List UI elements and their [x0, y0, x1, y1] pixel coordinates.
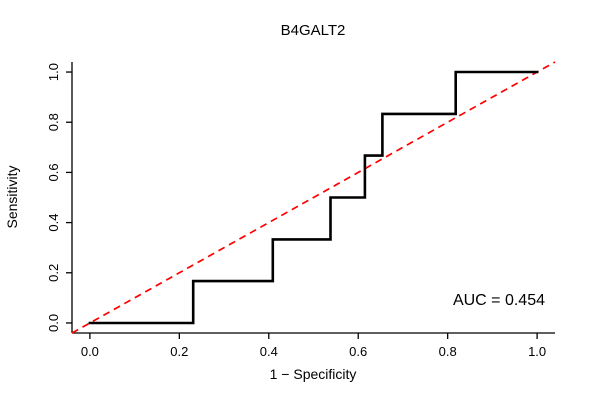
roc-curve-line [88, 70, 539, 325]
x-tick-label: 0.0 [81, 344, 99, 359]
y-tick-label: 0.8 [46, 113, 61, 131]
auc-annotation: AUC = 0.454 [453, 292, 545, 309]
y-tick-label: 0.6 [46, 163, 61, 181]
x-tick-label: 0.8 [439, 344, 457, 359]
x-tick-label: 1.0 [528, 344, 546, 359]
y-tick-label: 0.4 [46, 214, 61, 232]
chance-diagonal-line [71, 61, 556, 334]
y-tick-label: 1.0 [46, 63, 61, 81]
y-tick-label: 0.2 [46, 264, 61, 282]
x-tick-label: 0.4 [260, 344, 278, 359]
x-axis-label: 1 − Specificity [270, 366, 357, 382]
x-tick-label: 0.2 [170, 344, 188, 359]
y-axis-label: Sensitivity [4, 165, 20, 228]
y-tick-label: 0.0 [46, 314, 61, 332]
x-tick-label: 0.6 [349, 344, 367, 359]
chart-title: B4GALT2 [281, 22, 346, 39]
